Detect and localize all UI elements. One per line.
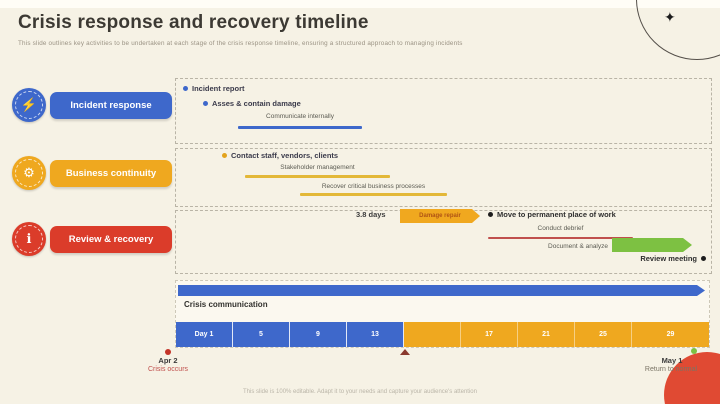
bullet-icon <box>701 256 706 261</box>
day-cell: 25 <box>575 322 632 347</box>
alert-icon-glyph: ⚡ <box>20 97 38 112</box>
category-incident-response[interactable]: Incident response <box>50 92 172 119</box>
bullet-icon <box>183 86 188 91</box>
start-date: Apr 2 <box>158 356 178 365</box>
info-icon-glyph: ℹ <box>26 231 32 246</box>
milestone-label: Review meeting <box>640 254 697 263</box>
milestone-assess-contain: Asses & contain damage <box>203 99 301 108</box>
milestone-review-meeting: Review meeting <box>560 254 706 263</box>
milestone-label: Incident report <box>192 84 245 93</box>
info-icon: ℹ <box>12 222 46 256</box>
crisis-communication-arrow <box>178 285 705 296</box>
phase-change-marker <box>400 349 410 355</box>
gear-icon: ⚙ <box>12 156 46 190</box>
milestone-label: Asses & contain damage <box>212 99 301 108</box>
day-cell: 21 <box>518 322 575 347</box>
task-stakeholder-management-bar <box>245 175 390 178</box>
decorative-circle-outline <box>636 0 720 60</box>
task-communicate-internally-bar <box>238 126 362 129</box>
milestone-incident-report: Incident report <box>183 84 245 93</box>
crisis-end-marker <box>691 348 697 354</box>
page-title: Crisis response and recovery timeline <box>18 12 369 33</box>
document-analyze-arrow <box>612 238 692 252</box>
day-cell: 9 <box>290 322 347 347</box>
day-cell: 13 <box>347 322 404 347</box>
top-strip <box>0 0 720 8</box>
day-cell: Day 1 <box>176 322 233 347</box>
alert-icon: ⚡ <box>12 88 46 122</box>
category-review-recovery[interactable]: Review & recovery <box>50 226 172 253</box>
task-stakeholder-management-label: Stakeholder management <box>280 164 355 171</box>
end-date: May 1 <box>661 356 683 365</box>
bullet-icon <box>488 212 493 217</box>
day-cell: 5 <box>233 322 290 347</box>
damage-repair-arrow: Damage repair <box>400 209 480 223</box>
milestone-contact-staff: Contact staff, vendors, clients <box>222 151 338 160</box>
day-cell: 29 <box>632 322 709 347</box>
business-continuity-panel <box>175 148 712 207</box>
end-date-label: Return to normal <box>644 366 698 373</box>
crisis-communication-panel: Crisis communication Day 1 5 9 13 17 21 … <box>175 280 710 348</box>
task-conduct-debrief-label: Conduct debrief <box>537 225 584 232</box>
day-cell: 17 <box>461 322 518 347</box>
task-communicate-internally-label: Communicate internally <box>266 113 334 120</box>
bullet-icon <box>222 153 227 158</box>
day-scale: Day 1 5 9 13 17 21 25 29 <box>176 322 709 347</box>
bullet-icon <box>203 101 208 106</box>
gear-icon-glyph: ⚙ <box>23 165 35 180</box>
task-document-analyze-label: Document & analyze <box>548 243 608 250</box>
incident-response-panel <box>175 78 712 144</box>
duration-value: 3.8 days <box>356 210 386 219</box>
page-subtitle: This slide outlines key activities to be… <box>18 40 463 47</box>
task-recover-processes-label: Recover critical business processes <box>321 183 426 190</box>
milestone-permanent-work: Move to permanent place of work <box>488 210 616 219</box>
sparkle-icon: ✦ <box>664 9 676 25</box>
milestone-label: Move to permanent place of work <box>497 210 616 219</box>
task-conduct-debrief-bar <box>488 237 633 239</box>
milestone-label: Contact staff, vendors, clients <box>231 151 339 160</box>
crisis-communication-label: Crisis communication <box>184 300 268 309</box>
start-date-label: Crisis occurs <box>147 366 189 373</box>
day-cell <box>404 322 461 347</box>
crisis-start-marker <box>165 349 171 355</box>
category-business-continuity[interactable]: Business continuity <box>50 160 172 187</box>
task-recover-processes-bar <box>300 193 447 196</box>
footer-note: This slide is 100% editable. Adapt it to… <box>243 389 477 395</box>
